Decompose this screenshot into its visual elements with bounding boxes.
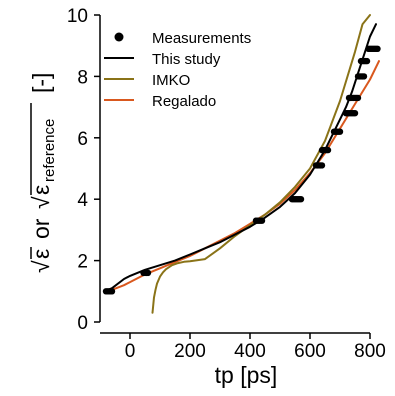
measurement-point (360, 73, 368, 80)
measurement-point (351, 110, 359, 117)
series-line-regalado (103, 60, 380, 293)
y-axis-label-eps-2: ε (28, 185, 54, 195)
y-tick-label: 2 (77, 252, 88, 273)
legend-label-measurements: Measurements (152, 30, 251, 47)
curves (103, 14, 380, 314)
measurement-point (336, 128, 344, 135)
x-tick-label: 200 (174, 341, 206, 362)
measurement-point (297, 196, 305, 203)
y-axis-label-sqrt-2: √ (28, 196, 54, 209)
legend-marker-measurements (114, 32, 124, 42)
y-axis-label-or: or (28, 218, 54, 239)
legend-label-imko: IMKO (152, 72, 190, 89)
legend: Measurements This study IMKO Regalado (104, 30, 251, 110)
measurement-point (363, 57, 371, 65)
series-line-this-study (103, 23, 377, 293)
y-axis-label: √ ε or √ ε reference [-] (28, 73, 58, 273)
y-axis-label-sqrt-1: √ (28, 260, 54, 273)
x-tick-label: 0 (125, 341, 136, 362)
axes: 0 2 4 6 8 10 0 200 400 600 800 (67, 6, 386, 362)
series-line-imko (151, 14, 371, 314)
measurement-point (144, 269, 152, 277)
y-axis-label-subscript: reference (41, 119, 58, 182)
measurement-point (354, 94, 362, 102)
measurement-point (258, 217, 266, 224)
measurement-point (374, 45, 381, 52)
legend-label-regalado: Regalado (152, 93, 216, 110)
y-tick-label: 6 (77, 129, 88, 150)
y-tick-label: 0 (77, 313, 88, 334)
measurement-point (324, 146, 332, 154)
x-tick-label: 800 (354, 341, 386, 362)
y-axis-label-eps-1: ε (28, 249, 54, 259)
measurement-points (102, 45, 381, 295)
y-tick-label: 4 (77, 190, 88, 211)
x-tick-label: 600 (294, 341, 326, 362)
x-axis-label: tp [ps] (215, 362, 278, 388)
measurement-point (108, 288, 116, 295)
x-tick-label: 400 (234, 341, 266, 362)
y-tick-label: 10 (67, 6, 88, 27)
y-axis-label-unit: [-] (28, 73, 54, 93)
y-tick-label: 8 (77, 67, 88, 88)
legend-label-this-study: This study (152, 51, 221, 68)
measurement-point (318, 162, 326, 169)
